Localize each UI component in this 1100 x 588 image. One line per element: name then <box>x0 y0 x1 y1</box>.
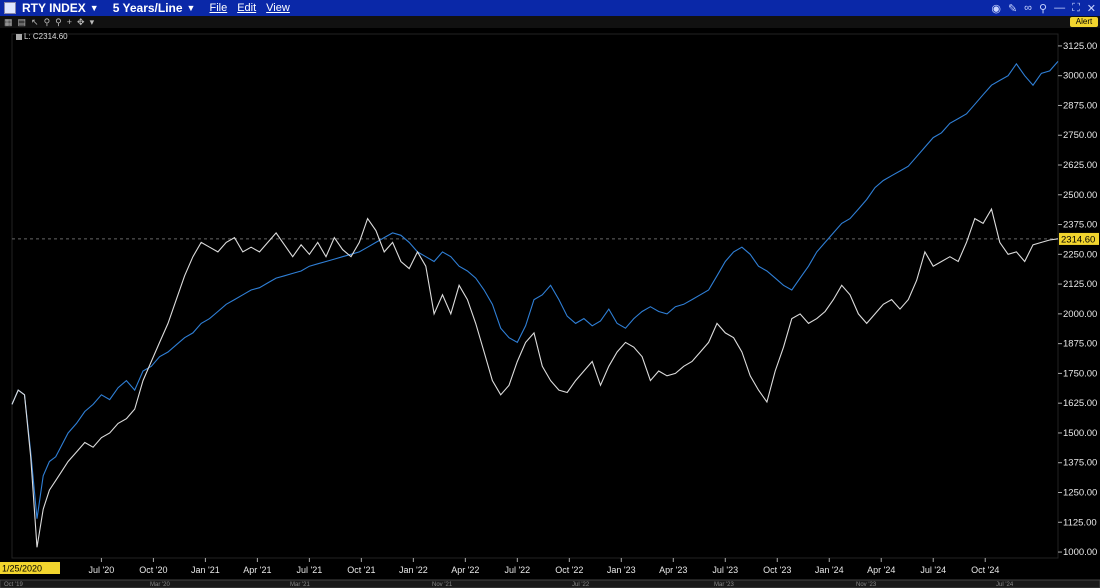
chevron-down-icon: ▼ <box>89 3 99 13</box>
x-tick-label: Apr '22 <box>451 565 479 575</box>
alert-button[interactable]: Alert <box>1070 17 1098 27</box>
x-tick-label: Oct '20 <box>139 565 167 575</box>
cursor-icon[interactable]: ↖ <box>31 16 39 27</box>
x-tick-label: Jan '24 <box>815 565 844 575</box>
navigator-label: Jul '22 <box>572 582 590 588</box>
x-tick-label: Oct '21 <box>347 565 375 575</box>
y-tick-label: 3125.00 <box>1063 41 1097 52</box>
maximize-button[interactable]: ⛶ <box>1072 1 1080 14</box>
price-chart: 1000.00 1125.00 1250.00 1375.00 1500.00 1625.… <box>0 33 1100 588</box>
security-selector[interactable]: RTY INDEX ▼ <box>22 1 99 15</box>
dropdown-icon[interactable]: ▾ <box>89 16 95 27</box>
wrench-icon[interactable]: ✎ <box>1007 2 1018 15</box>
x-tick-label: Jul '22 <box>504 565 530 575</box>
navigator-label: Mar '23 <box>714 582 734 588</box>
window-tools: ◉ ✎ ∞ ⚲ — ⛶ ✕ <box>991 0 1096 16</box>
y-tick-label: 2750.00 <box>1063 130 1097 141</box>
navigator-label: Oct '19 <box>4 582 23 588</box>
start-date-label: 1/25/2020 <box>2 564 42 574</box>
crosshair-icon[interactable]: + <box>66 17 73 27</box>
y-tick-label: 1625.00 <box>1063 398 1097 409</box>
last-price-label: 2314.60 <box>1061 234 1095 245</box>
close-button[interactable]: ✕ <box>1086 2 1096 15</box>
menu-file[interactable]: File <box>209 2 228 14</box>
chevron-down-icon: ▼ <box>186 3 196 13</box>
x-tick-label: Jul '20 <box>89 565 115 575</box>
y-tick-label: 2375.00 <box>1063 220 1097 231</box>
x-tick-label: Jan '23 <box>607 565 636 575</box>
timeline-navigator <box>0 579 1100 588</box>
view-label: 5 Years/Line <box>112 1 183 15</box>
navigator-label: Mar '20 <box>150 582 170 588</box>
series-line-1 <box>11 61 1059 519</box>
x-tick-label: Apr '24 <box>867 565 895 575</box>
menu-edit[interactable]: Edit <box>237 2 257 14</box>
y-tick-label: 1000.00 <box>1063 547 1097 558</box>
x-tick-label: Apr '23 <box>659 565 687 575</box>
last-price-tag <box>1059 232 1099 245</box>
chart-toolbar: ▦ ▤ ↖ ⚲ ⚲ + ✥ ▾ <box>0 16 1100 28</box>
y-tick-label: 3000.00 <box>1063 71 1097 82</box>
y-tick-label: 2000.00 <box>1063 309 1097 320</box>
x-tick-label: Jul '24 <box>920 565 946 575</box>
x-tick-label: Jan '21 <box>191 565 220 575</box>
pin-icon[interactable]: ⚲ <box>1039 2 1048 15</box>
menu-view[interactable]: View <box>266 2 290 14</box>
zoom-out-icon[interactable]: ⚲ <box>55 16 62 27</box>
x-tick-label: Oct '22 <box>555 565 583 575</box>
y-tick-label: 2875.00 <box>1063 100 1097 111</box>
y-tick-label: 1250.00 <box>1063 488 1097 499</box>
x-tick-label: Apr '21 <box>243 565 271 575</box>
legend-label: L: C2314.60 <box>24 32 68 41</box>
app-logo-icon <box>4 2 16 14</box>
chart-legend: L: C2314.60 <box>16 32 68 41</box>
y-tick-label: 1125.00 <box>1063 517 1097 528</box>
navigator-label: Nov '23 <box>856 582 877 588</box>
security-label: RTY INDEX <box>22 1 86 15</box>
legend-swatch <box>16 33 22 40</box>
sync-icon[interactable]: ◉ <box>991 2 1001 15</box>
y-tick-label: 1750.00 <box>1063 368 1097 379</box>
y-tick-label: 2625.00 <box>1063 160 1097 171</box>
start-date-tag <box>0 562 60 574</box>
x-tick-label: Jul '23 <box>712 565 738 575</box>
table-icon[interactable]: ▤ <box>17 16 27 27</box>
y-tick-label: 2250.00 <box>1063 249 1097 260</box>
series-line-2 <box>11 207 1059 548</box>
view-selector[interactable]: 5 Years/Line ▼ <box>113 1 196 15</box>
navigator-label: Jul '24 <box>996 582 1014 588</box>
link-icon[interactable]: ∞ <box>1024 2 1033 14</box>
title-bar: RTY INDEX ▼ 5 Years/Line ▼ File Edit View … <box>0 0 1100 16</box>
x-tick-label: Jul '21 <box>297 565 323 575</box>
y-tick-label: 1500.00 <box>1063 428 1097 439</box>
x-tick-label: Jan '22 <box>399 565 428 575</box>
y-tick-label: 1875.00 <box>1063 339 1097 350</box>
minimize-button[interactable]: — <box>1054 2 1066 14</box>
zoom-icon[interactable]: ⚲ <box>43 16 51 27</box>
y-tick-label: 1375.00 <box>1063 458 1097 469</box>
y-tick-label: 2125.00 <box>1063 279 1097 290</box>
x-tick-label: Oct '23 <box>763 565 791 575</box>
move-icon[interactable]: ✥ <box>77 16 85 27</box>
x-tick-label: Oct '24 <box>971 565 999 575</box>
plot-area <box>11 33 1059 559</box>
menu-icon[interactable]: ▦ <box>4 16 13 27</box>
navigator-label: Nov '21 <box>432 582 453 588</box>
navigator-label: Mar '21 <box>290 582 310 588</box>
y-tick-label: 2500.00 <box>1063 190 1097 201</box>
